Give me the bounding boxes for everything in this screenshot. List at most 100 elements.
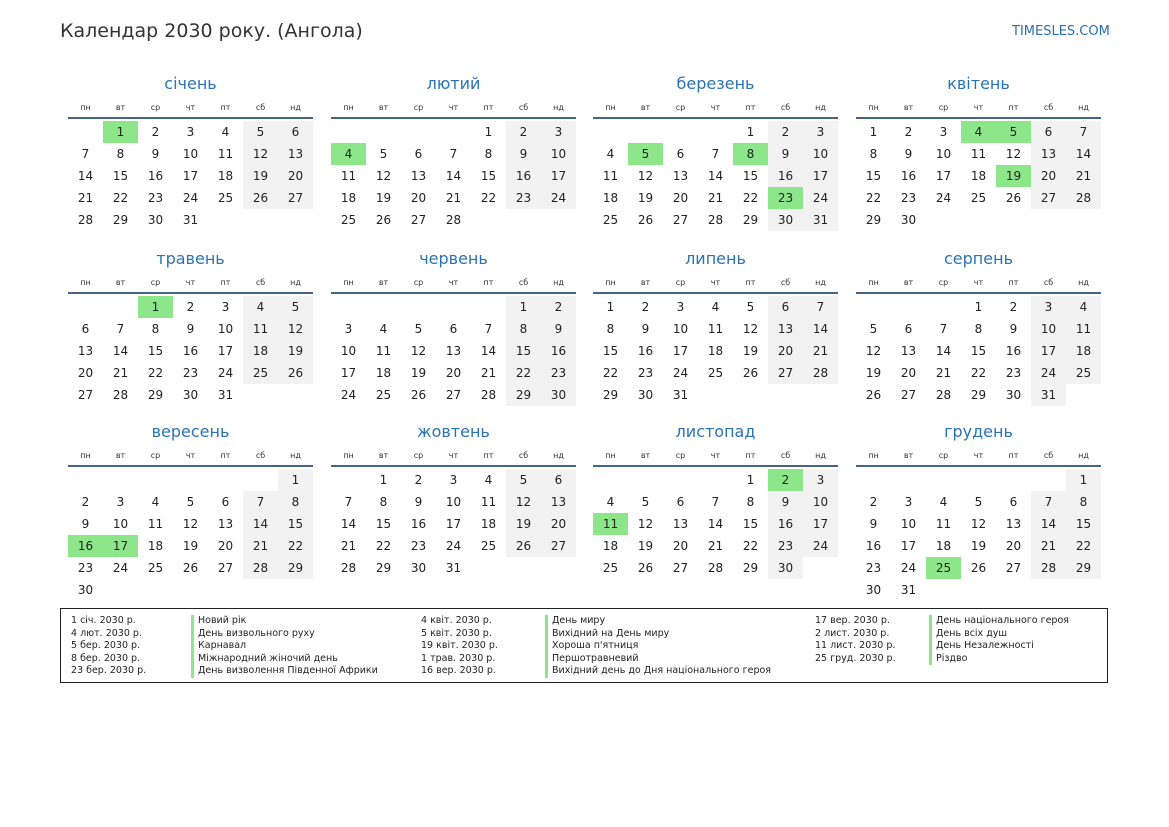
weekday-label: чт (710, 451, 721, 460)
day-cell: 6 (81, 322, 90, 336)
day-cell: 1 (746, 125, 755, 139)
day-cell: 31 (445, 561, 462, 575)
day-cell: 16 (1005, 344, 1022, 358)
header-rule (593, 117, 838, 119)
day-cell: 18 (707, 344, 724, 358)
day-cell: 25 (243, 362, 278, 384)
day-cell: 30 (637, 388, 654, 402)
day-cell: 7 (484, 322, 493, 336)
day-cell: 8 (746, 495, 755, 509)
day-cell: 2 (768, 121, 803, 143)
day-cell: 12 (637, 169, 654, 183)
weekday-header: пн вт ср чт пт сб нд (68, 448, 313, 464)
day-cell: 22 (506, 362, 541, 384)
weekday-label: пт (745, 278, 756, 287)
day-cell: 27 (900, 388, 917, 402)
holiday-day-cell: 11 (593, 513, 628, 535)
weekday-label: пт (220, 278, 231, 287)
weekday-label: чт (973, 103, 984, 112)
day-cell: 3 (904, 495, 913, 509)
day-cell: 12 (865, 344, 882, 358)
day-cell: 21 (935, 366, 952, 380)
weekday-label: сб (780, 103, 791, 112)
weekday-header: пн вт ср чт пт сб нд (856, 448, 1101, 464)
site-link[interactable]: TIMESLES.COM (1012, 24, 1110, 39)
day-cell: 6 (676, 495, 685, 509)
day-cell: 24 (1031, 362, 1066, 384)
day-cell: 13 (1005, 517, 1022, 531)
weekday-label: нд (815, 278, 826, 287)
day-cell: 27 (410, 213, 427, 227)
day-cell: 30 (865, 583, 882, 597)
day-cell: 25 (340, 213, 357, 227)
month-10: жовтень пн вт ср чт пт сб нд 1 2 3 4 5 6 7 8 9 10 11 12 13 14… (331, 420, 576, 579)
day-grid: 1 2 3 4 5 6 7 8 9 10 11 12 13 14 15 16 17 18 19 20 21 22 23 24 2… (331, 296, 576, 406)
day-cell: 10 (803, 143, 838, 165)
legend-holiday-name: Хороша п'ятниця (545, 640, 771, 653)
day-cell: 5 (186, 495, 195, 509)
day-cell: 1 (278, 469, 313, 491)
month-title: березень (676, 74, 755, 93)
day-cell: 29 (970, 388, 987, 402)
weekday-header: пн вт ср чт пт сб нд (68, 100, 313, 116)
day-cell: 13 (672, 517, 689, 531)
day-cell: 28 (707, 561, 724, 575)
weekday-label: сб (518, 103, 529, 112)
day-cell: 24 (900, 561, 917, 575)
day-cell: 3 (1031, 296, 1066, 318)
weekday-label: вт (378, 278, 389, 287)
day-cell: 20 (672, 191, 689, 205)
day-cell: 20 (541, 513, 576, 535)
day-cell: 11 (707, 322, 724, 336)
day-cell: 2 (414, 473, 423, 487)
day-cell: 24 (935, 191, 952, 205)
legend-date: 1 трав. 2030 р. (421, 652, 496, 664)
weekday-label: вт (115, 103, 126, 112)
day-cell: 27 (768, 362, 803, 384)
header-rule (593, 292, 838, 294)
holiday-day-cell: 5 (628, 143, 663, 165)
day-cell: 4 (606, 147, 615, 161)
weekday-label: сб (518, 278, 529, 287)
day-cell: 17 (1031, 340, 1066, 362)
day-grid: 1 2 3 4 5 6 7 8 9 10 11 12 13 14 15 16 17 18 19 20 21 22 23 24 2… (331, 121, 576, 231)
day-cell: 7 (116, 322, 125, 336)
day-cell: 27 (1005, 561, 1022, 575)
day-cell: 24 (112, 561, 129, 575)
day-cell: 27 (217, 561, 234, 575)
day-cell: 25 (1066, 362, 1101, 384)
day-cell: 25 (707, 366, 724, 380)
weekday-label: сб (255, 278, 266, 287)
day-cell: 25 (375, 388, 392, 402)
day-cell: 19 (506, 513, 541, 535)
day-cell: 4 (379, 322, 388, 336)
day-cell: 24 (182, 191, 199, 205)
day-cell: 28 (480, 388, 497, 402)
day-cell: 6 (278, 121, 313, 143)
day-cell: 24 (445, 539, 462, 553)
month-title: січень (164, 74, 217, 93)
day-cell: 17 (445, 517, 462, 531)
day-cell: 2 (81, 495, 90, 509)
weekday-label: нд (1078, 278, 1089, 287)
day-cell: 18 (375, 366, 392, 380)
day-cell: 21 (1031, 535, 1066, 557)
day-cell: 7 (243, 491, 278, 513)
weekday-header: пн вт ср чт пт сб нд (331, 100, 576, 116)
weekday-label: нд (815, 451, 826, 460)
header-rule (856, 292, 1101, 294)
day-cell: 16 (410, 517, 427, 531)
day-cell: 31 (1031, 384, 1066, 406)
weekday-label: пн (868, 103, 879, 112)
day-cell: 22 (480, 191, 497, 205)
day-cell: 30 (147, 213, 164, 227)
day-cell: 14 (243, 513, 278, 535)
month-title: серпень (944, 249, 1013, 268)
day-cell: 21 (445, 191, 462, 205)
legend-names-column: День миру Вихідний на День миру Хороша п'я… (545, 615, 771, 678)
legend-holiday-name: День визвольного руху (191, 627, 378, 640)
day-cell: 19 (865, 366, 882, 380)
day-grid: 1 2 3 4 5 6 7 8 9 10 11 12 13 14 15 16 17 18 19 20 21 22 23 24 2… (68, 121, 313, 231)
day-cell: 6 (904, 322, 913, 336)
legend-holiday-name: День миру (545, 615, 771, 628)
